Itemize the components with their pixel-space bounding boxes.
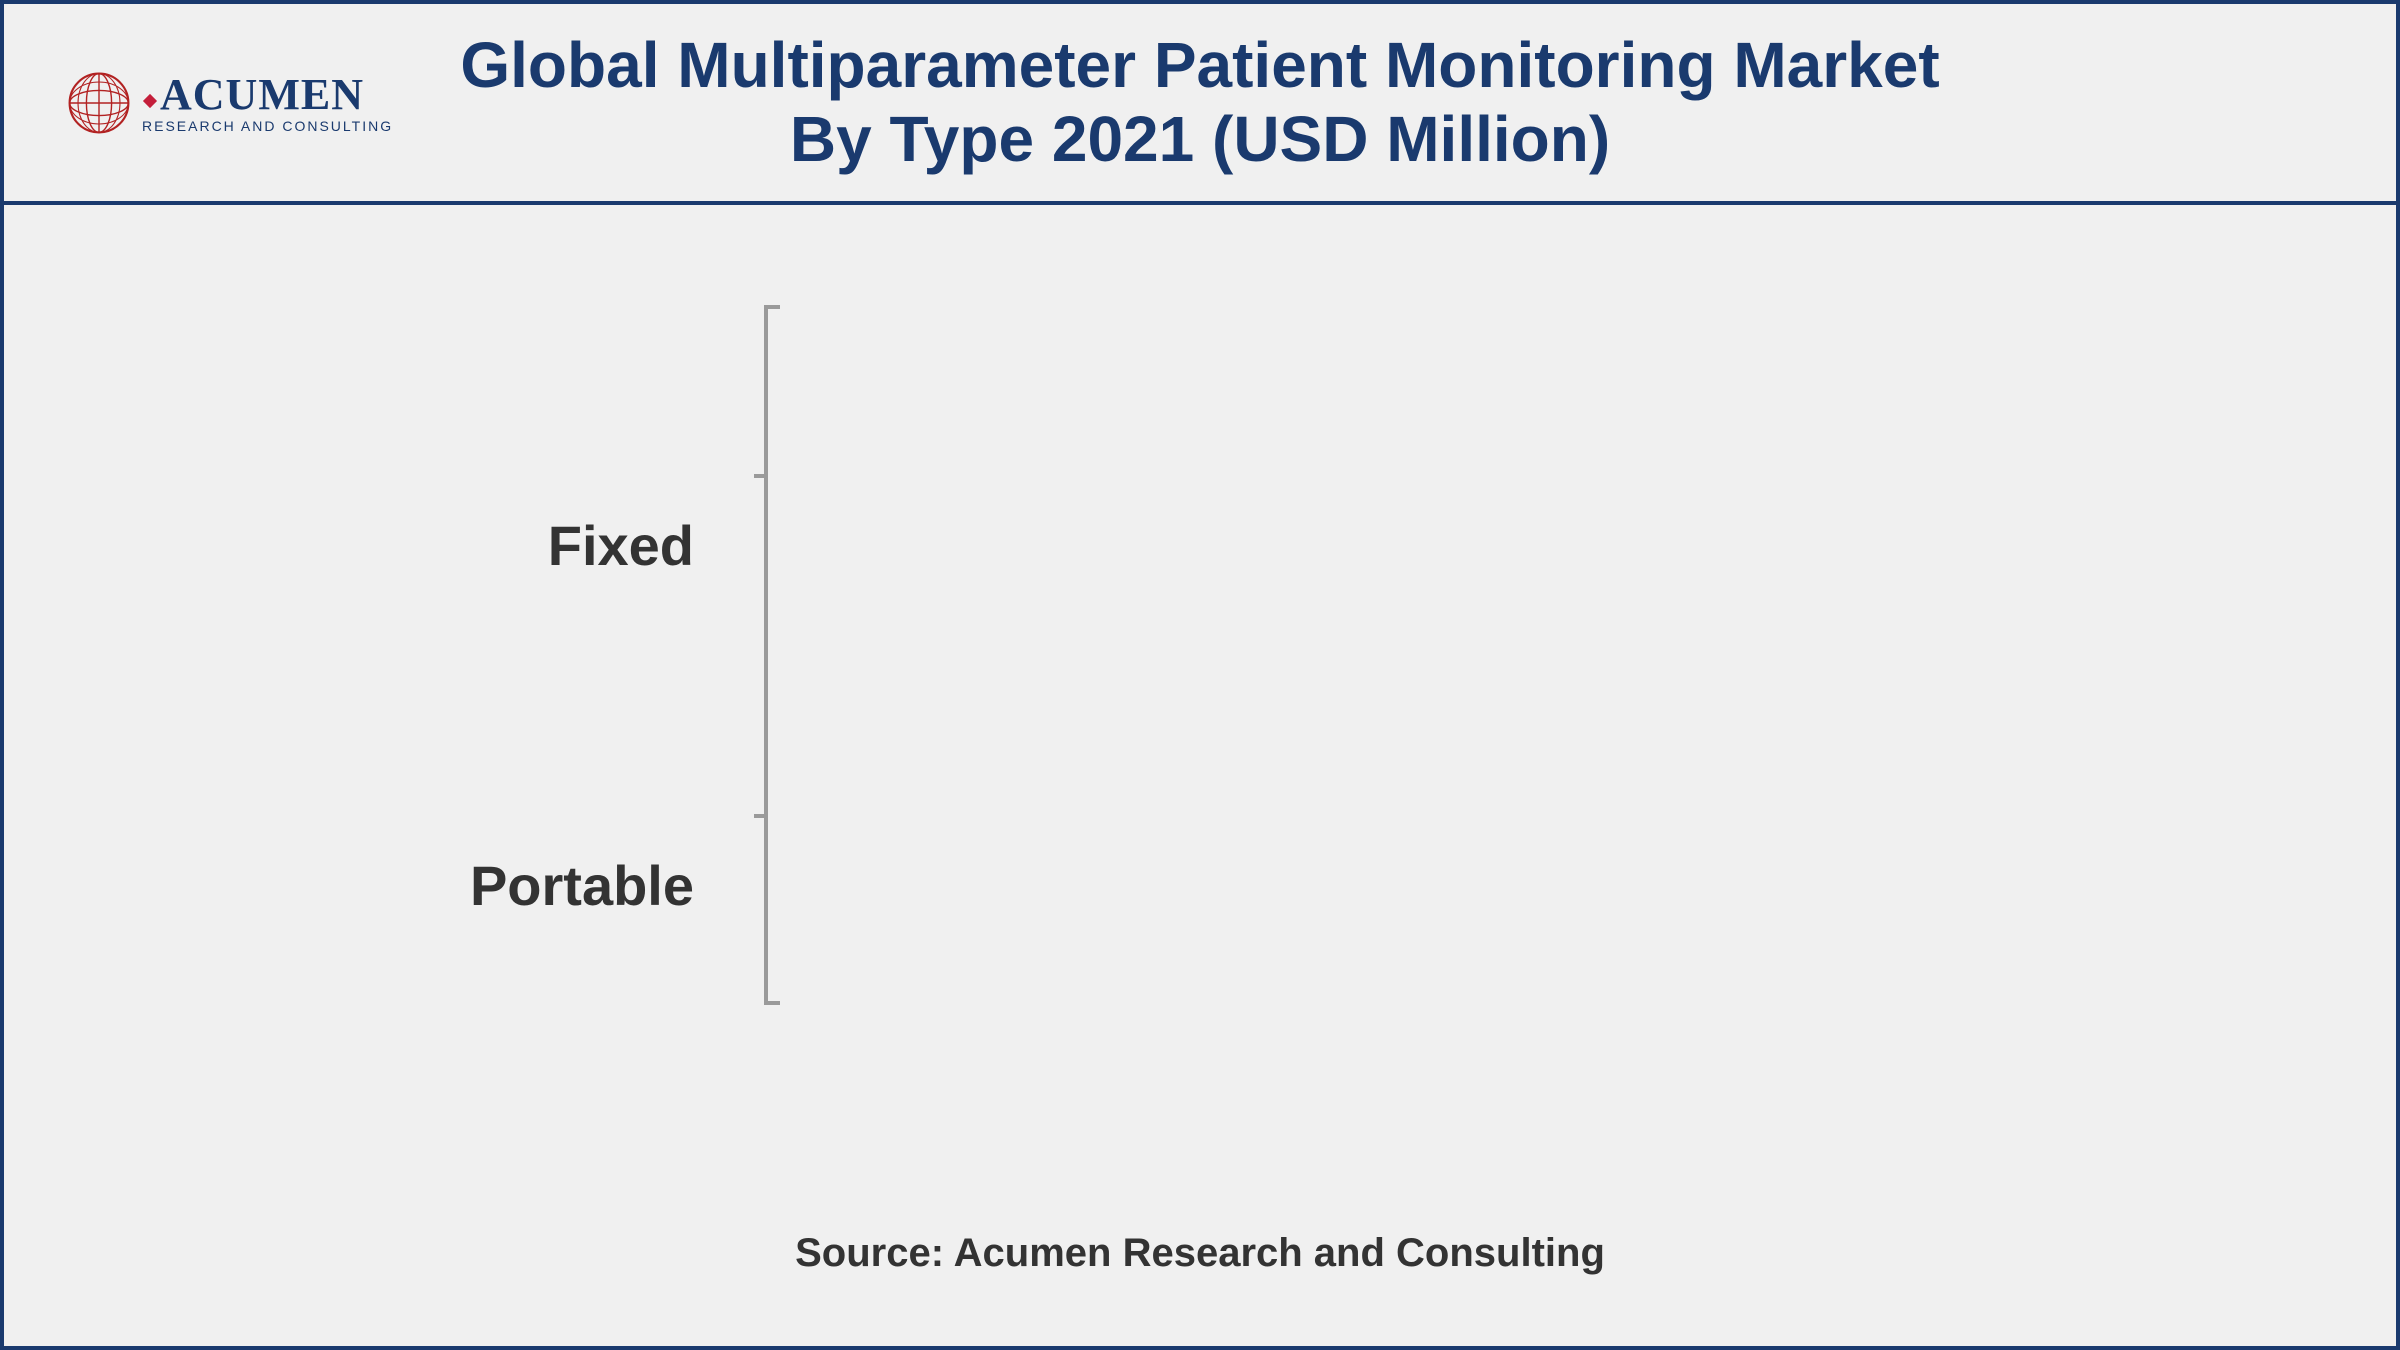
axis-bottom-gap xyxy=(780,1001,2216,1005)
plot-area xyxy=(764,305,2216,1005)
title-line-1: Global Multiparameter Patient Monitoring… xyxy=(54,29,2346,103)
category-label-portable: Portable xyxy=(470,853,694,918)
y-tick-0 xyxy=(754,474,768,478)
logo-sub-text: RESEARCH AND CONSULTING xyxy=(142,119,393,133)
chart-title: Global Multiparameter Patient Monitoring… xyxy=(54,29,2346,176)
axis-top-gap xyxy=(780,305,2216,309)
chart-frame: ACUMEN RESEARCH AND CONSULTING Global Mu… xyxy=(0,0,2400,1350)
logo-main-text: ACUMEN xyxy=(160,73,364,117)
category-label-fixed: Fixed xyxy=(548,513,694,578)
chart-section: Fixed Portable Source: Acumen Research a… xyxy=(4,205,2396,1346)
globe-icon xyxy=(64,68,134,138)
diamond-icon xyxy=(142,93,158,109)
source-attribution: Source: Acumen Research and Consulting xyxy=(184,1231,2216,1276)
company-logo: ACUMEN RESEARCH AND CONSULTING xyxy=(64,68,393,138)
logo-text: ACUMEN RESEARCH AND CONSULTING xyxy=(142,73,393,133)
chart-area: Fixed Portable xyxy=(184,305,2216,1151)
header-section: ACUMEN RESEARCH AND CONSULTING Global Mu… xyxy=(4,4,2396,205)
title-line-2: By Type 2021 (USD Million) xyxy=(54,103,2346,177)
y-axis-labels: Fixed Portable xyxy=(184,305,764,1151)
y-tick-1 xyxy=(754,814,768,818)
